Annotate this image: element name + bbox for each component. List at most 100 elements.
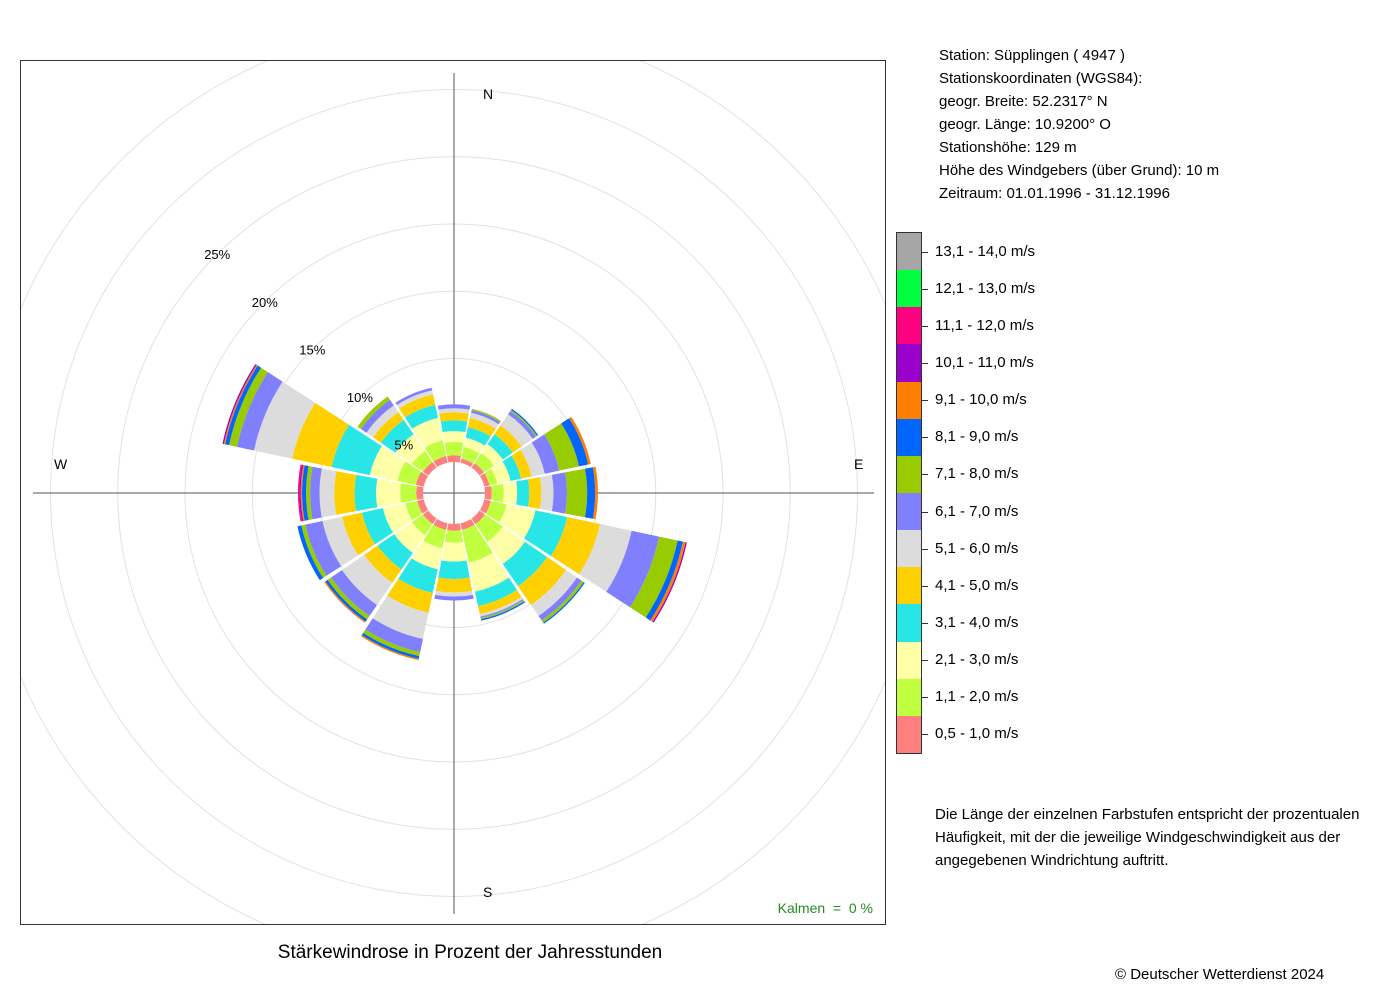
- rose-segment-nw-6: [366, 405, 399, 438]
- legend-tick: [921, 548, 928, 550]
- rose-segment-nw-8: [357, 396, 391, 430]
- rose-segment-nne-2: [461, 446, 480, 464]
- legend-swatch: [897, 233, 921, 271]
- rose-segment-wnw-1: [415, 471, 429, 487]
- legend-swatch: [897, 455, 921, 493]
- legend-tick: [921, 288, 928, 290]
- rose-segment-nw-3: [395, 434, 426, 465]
- legend-label: 9,1 - 10,0 m/s: [935, 391, 1027, 409]
- rose-segment-wsw-5: [342, 512, 376, 556]
- rose-segment-ese-5: [551, 517, 601, 575]
- anemometer-height: Höhe des Windgebers (über Grund): 10 m: [939, 162, 1220, 179]
- legend-label: 12,1 - 13,0 m/s: [935, 279, 1036, 297]
- legend-tick: [921, 400, 928, 402]
- rose-segment-nnw-2: [424, 440, 447, 462]
- rose-segment-w-10: [300, 465, 305, 521]
- rose-segment-s-2: [444, 530, 464, 543]
- rose-segment-ene-2: [484, 468, 498, 486]
- rose-segment-sw-4: [377, 534, 413, 570]
- rose-segment-nw-1: [422, 461, 437, 476]
- rose-segment-ssw-8: [363, 629, 421, 657]
- rose-segment-e-2: [491, 483, 504, 503]
- rose-segment-nnw-5: [399, 394, 436, 418]
- radial-tick-label: 15%: [299, 342, 325, 357]
- rose-segment-wsw-1: [417, 499, 429, 514]
- rose-segment-ne-1: [471, 463, 484, 476]
- rose-segment-ne-2: [474, 453, 494, 473]
- rose-segment-nnw-7: [395, 387, 433, 406]
- rose-segment-sw-7: [330, 569, 378, 617]
- speed-legend: 13,1 - 14,0 m/s 12,1 - 13,0 m/s 11,1 - 12,…: [896, 232, 1096, 754]
- legend-swatch: [897, 604, 921, 642]
- time-period: Zeitraum: 01.01.1996 - 31.12.1996: [939, 185, 1170, 202]
- legend-tick: [921, 585, 928, 587]
- rose-segment-n-4: [440, 420, 468, 433]
- rose-segment-w-7: [310, 466, 322, 520]
- rose-segment-nne-7: [471, 410, 501, 425]
- station-elevation: Stationshöhe: 129 m: [939, 139, 1077, 156]
- rose-segment-sw-3: [394, 521, 426, 553]
- rose-segment-n-5: [439, 412, 469, 422]
- rose-segment-w-3: [375, 478, 402, 508]
- rose-segment-ene-9: [561, 418, 589, 467]
- rose-segment-wnw-7: [236, 372, 283, 451]
- legend-label: 3,1 - 4,0 m/s: [935, 614, 1019, 631]
- rose-segment-s-4: [438, 560, 470, 580]
- rose-segment-se-6: [530, 569, 578, 617]
- rose-segment-ssw-5: [387, 578, 433, 613]
- rose-segment-wnw-4: [331, 424, 382, 476]
- windrose-plot-area: N E S W 5% 10% 15% 20% 25% Kalmen = 0 %: [20, 60, 886, 925]
- rose-segment-ssw-6: [372, 595, 429, 640]
- rose-segment-sw-9: [325, 579, 368, 622]
- direction-label-s: S: [483, 884, 492, 900]
- legend-label: 6,1 - 7,0 m/s: [935, 502, 1019, 520]
- rose-segment-nw-5: [373, 412, 404, 443]
- rose-segment-nne-4: [465, 427, 491, 446]
- rose-segment-ene-10: [569, 416, 591, 465]
- rose-segment-se-1: [471, 510, 486, 525]
- rose-segment-nne-3: [463, 437, 485, 454]
- rose-segment-s-5: [435, 577, 473, 593]
- rose-segment-e-5: [528, 477, 542, 509]
- rose-segment-s-3: [441, 541, 467, 562]
- rose-segment-wnw-2: [397, 461, 422, 485]
- rose-segment-w-1: [416, 486, 424, 500]
- rose-segment-sse-6: [479, 596, 523, 617]
- rose-segment-w-9: [302, 465, 309, 521]
- rose-segment-ese-2: [485, 500, 507, 523]
- rose-segment-nw-2: [411, 450, 433, 472]
- direction-label-e: E: [854, 456, 863, 472]
- rose-segment-wsw-8: [301, 524, 327, 578]
- radial-tick-label: 20%: [252, 295, 278, 310]
- rose-segment-w-12: [297, 464, 302, 522]
- legend-tick: [921, 437, 928, 439]
- rose-segment-nnw-1: [433, 456, 448, 468]
- legend-label: 2,1 - 3,0 m/s: [935, 651, 1019, 669]
- rose-segment-sw-5: [364, 545, 402, 583]
- rose-segment-ssw-2: [423, 524, 447, 549]
- windrose-chart: N E S W 5% 10% 15% 20% 25%: [21, 61, 885, 924]
- rose-segment-wnw-9: [225, 365, 262, 446]
- rose-segment-se-3: [487, 526, 525, 564]
- legend-label: 10,1 - 11,0 m/s: [935, 354, 1034, 371]
- rose-segment-n-7: [437, 404, 471, 410]
- legend-swatch: [897, 678, 921, 716]
- rose-segment-wsw-3: [382, 503, 413, 533]
- rose-segment-w-6: [319, 468, 337, 518]
- legend-tick: [921, 251, 928, 253]
- legend-swatch: [897, 567, 921, 605]
- rose-segment-sw-1: [422, 510, 437, 525]
- legend-label: 0,5 - 1,0 m/s: [935, 725, 1019, 743]
- rose-segment-ne-4: [487, 434, 513, 460]
- rose-segment-se-8: [541, 580, 584, 623]
- legend-swatch: [897, 344, 921, 382]
- rose-segment-ssw-3: [411, 540, 443, 570]
- legend-swatch: [897, 418, 921, 456]
- legend-tick: [921, 363, 928, 364]
- rose-segment-nw-4: [380, 419, 414, 453]
- copyright-notice: © Deutscher Wetterdienst 2024: [1115, 966, 1325, 983]
- station-coordinates-heading: Stationskoordinaten (WGS84):: [939, 70, 1143, 87]
- rose-segment-se-4: [502, 541, 548, 587]
- rose-segment-ssw-1: [433, 518, 448, 530]
- legend-swatch: [897, 270, 921, 308]
